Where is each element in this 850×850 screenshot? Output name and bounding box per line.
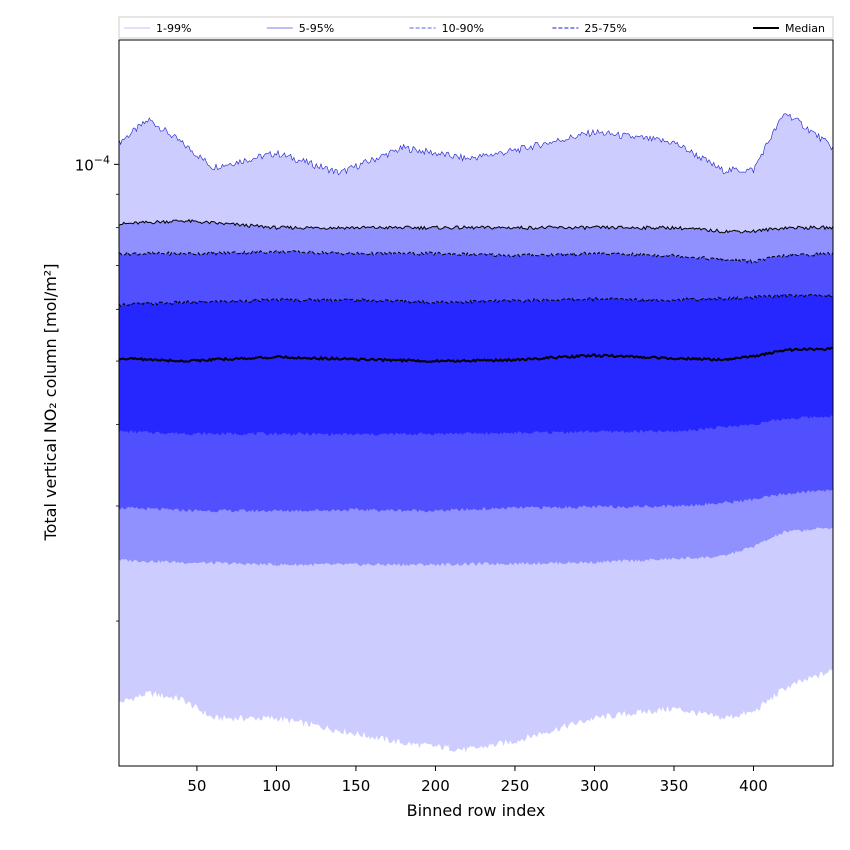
legend-box xyxy=(118,16,834,39)
legend-label: 25-75% xyxy=(584,22,626,35)
bands-layer xyxy=(119,113,833,753)
median-line xyxy=(119,346,833,364)
x-tick-label: 50 xyxy=(187,777,206,795)
x-tick-label: 200 xyxy=(421,777,450,795)
legend-label: 5-95% xyxy=(299,22,334,35)
x-tick-label: 150 xyxy=(342,777,371,795)
band-25-75% xyxy=(119,294,833,436)
y-axis-label: Total vertical NO₂ column [mol/m²] xyxy=(41,264,60,542)
band-edge-5-95% xyxy=(119,218,833,234)
y-tick-label: 10−4 xyxy=(75,153,110,174)
x-axis-label: Binned row index xyxy=(407,801,546,820)
legend-label: 1-99% xyxy=(156,22,191,35)
x-tick-label: 250 xyxy=(501,777,530,795)
y-axis: 10−4 xyxy=(75,153,119,622)
legend-label: 10-90% xyxy=(442,22,484,35)
x-tick-label: 350 xyxy=(660,777,689,795)
legend-label: Median xyxy=(785,22,825,35)
x-tick-label: 100 xyxy=(262,777,291,795)
band-edge-10-90% xyxy=(119,250,833,264)
x-tick-label: 300 xyxy=(580,777,609,795)
x-axis: 50 100 150 200 250 300 350 400 xyxy=(187,766,768,795)
x-tick-label: 400 xyxy=(739,777,768,795)
band-edge-25-75% xyxy=(119,293,833,307)
plot-frame xyxy=(118,39,834,767)
band-edge-1-99% xyxy=(119,113,833,176)
legend: 1-99% 5-95% 10-90% 25-75% Median xyxy=(118,16,834,39)
